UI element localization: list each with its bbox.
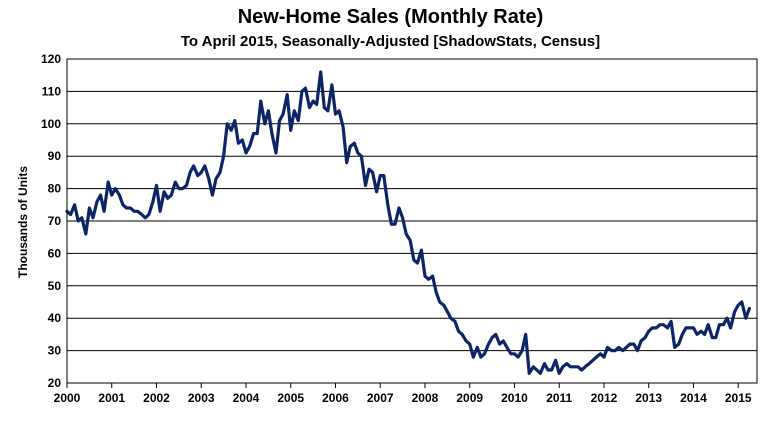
- x-tick-label: 2004: [233, 391, 260, 405]
- x-tick-label: 2009: [456, 391, 483, 405]
- y-tick-label: 20: [48, 376, 62, 390]
- y-tick-label: 50: [48, 279, 62, 293]
- x-tick-label: 2002: [143, 391, 170, 405]
- y-tick-label: 40: [48, 311, 62, 325]
- plot-area-border: [66, 58, 758, 384]
- y-tick-label: 70: [48, 214, 62, 228]
- series-layer: [65, 70, 752, 375]
- y-tick-label: 30: [48, 344, 62, 358]
- x-tick-label: 2008: [412, 391, 439, 405]
- x-tick-label: 2003: [188, 391, 215, 405]
- x-tick-label: 2006: [322, 391, 349, 405]
- x-tick-label: 2007: [367, 391, 394, 405]
- y-tick-label: 120: [41, 52, 61, 66]
- y-axis-label: Thousands of Units: [16, 166, 30, 278]
- x-tick-label: 2015: [725, 391, 752, 405]
- x-tick-label: 2013: [635, 391, 662, 405]
- x-tick-label: 2011: [546, 391, 572, 405]
- x-tick-label: 2010: [501, 391, 528, 405]
- x-axis-tick-labels: 2000 2001 2002 2003 2004 2005 2006 2007 2008 2009…: [54, 383, 752, 405]
- x-tick-label: 2014: [680, 391, 707, 405]
- y-axis-tick-labels: 20 30 40 50 60 70 80 90 100 110 120: [41, 52, 61, 390]
- y-tick-label: 100: [41, 117, 61, 131]
- chart-title: New-Home Sales (Monthly Rate): [237, 6, 544, 28]
- y-tick-label: 110: [42, 84, 62, 98]
- x-tick-label: 2005: [277, 391, 304, 405]
- x-tick-label: 2000: [54, 391, 81, 405]
- y-tick-label: 90: [48, 149, 62, 163]
- y-tick-label: 80: [48, 182, 62, 196]
- x-tick-label: 2012: [591, 391, 618, 405]
- series-line: [65, 70, 752, 375]
- x-tick-label: 2001: [98, 391, 125, 405]
- y-tick-label: 60: [48, 246, 62, 260]
- chart-subtitle: To April 2015, Seasonally-Adjusted [Shad…: [180, 33, 601, 50]
- grid-lines: [67, 90, 757, 352]
